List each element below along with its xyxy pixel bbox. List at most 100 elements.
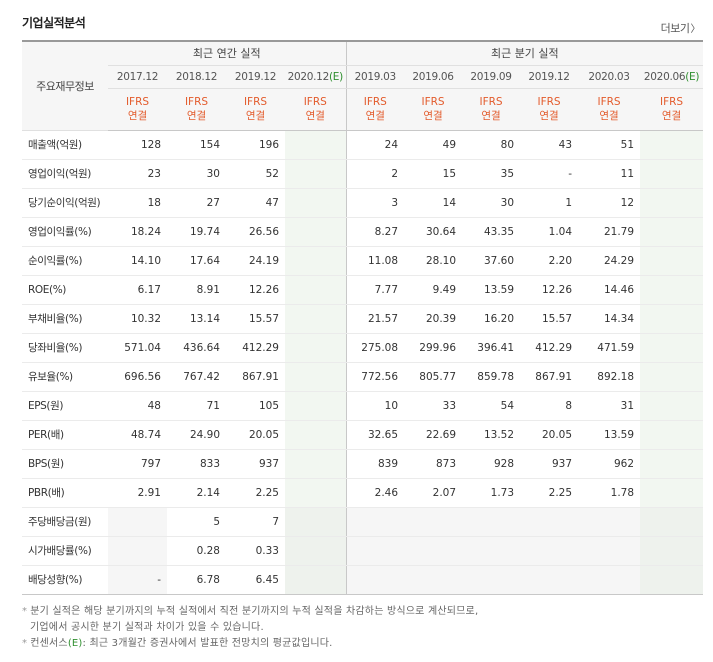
table-cell xyxy=(285,478,347,508)
table-cell xyxy=(578,506,641,537)
table-cell xyxy=(285,246,347,276)
table-cell xyxy=(285,362,347,392)
table-cell: 6.78 xyxy=(167,565,226,595)
table-cell xyxy=(578,536,641,566)
table-cell: 80 xyxy=(462,130,521,160)
row-label: 유보율(%) xyxy=(22,362,108,392)
table-cell: 436.64 xyxy=(167,333,226,363)
table-cell xyxy=(108,506,167,537)
table-cell: 1 xyxy=(520,188,579,218)
table-row: 시가배당률(%) 0.28 0.33 xyxy=(22,536,704,566)
row-label: 영업이익률(%) xyxy=(22,216,108,247)
table-cell xyxy=(640,303,704,334)
ifrs-badge: IFRS 연결 xyxy=(404,88,463,131)
footnote-1-cont: 기업에서 공시한 분기 실적과 차이가 있을 수 있습니다. xyxy=(30,622,264,633)
table-cell xyxy=(285,565,347,595)
ifrs-header-row: IFRS 연결 IFRS 연결 IFRS 연결 IFRS 연결 IFRS 연결 IFRS 연결 IFRS… xyxy=(22,88,704,131)
table-cell: 5 xyxy=(167,506,226,537)
table-cell xyxy=(640,420,704,450)
table-row: ROE(%) 6.17 8.91 12.26 7.77 9.49 13.59 12.26 14.… xyxy=(22,275,704,305)
table-cell xyxy=(285,275,347,305)
table-cell: 15 xyxy=(404,159,463,189)
table-cell: 20.05 xyxy=(520,420,579,450)
table-cell: 772.56 xyxy=(345,362,405,392)
table-cell: 48.74 xyxy=(108,420,167,450)
table-cell: 8.27 xyxy=(345,216,405,247)
table-cell: 3 xyxy=(345,188,405,218)
row-label: 당기순이익(억원) xyxy=(22,188,108,218)
period-header: 2017.12 xyxy=(108,65,167,89)
row-label: 매출액(억원) xyxy=(22,130,108,160)
table-cell: 43 xyxy=(520,130,579,160)
table-cell: 43.35 xyxy=(462,216,521,247)
table-cell: 105 xyxy=(226,390,285,421)
table-cell xyxy=(640,362,704,392)
table-cell: 12.26 xyxy=(226,275,285,305)
table-cell xyxy=(578,565,641,595)
table-cell: 9.49 xyxy=(404,275,463,305)
table-cell: 12.26 xyxy=(520,275,579,305)
period-header: 2019.03 xyxy=(345,65,405,89)
table-cell: 2.25 xyxy=(520,478,579,508)
table-cell: 805.77 xyxy=(404,362,463,392)
table-cell: 7 xyxy=(226,506,285,537)
row-label: 주당배당금(원) xyxy=(22,506,108,537)
row-label: ROE(%) xyxy=(22,275,108,305)
table-cell: 2.20 xyxy=(520,246,579,276)
table-row: BPS(원) 797 833 937 839 873 928 937 962 xyxy=(22,449,704,479)
table-cell: 2.91 xyxy=(108,478,167,508)
table-cell xyxy=(640,130,704,160)
financial-table: 주요재무정보 최근 연간 실적 최근 분기 실적 2017.12 2018.12 2… xyxy=(22,40,704,595)
table-cell xyxy=(285,216,347,247)
table-cell xyxy=(640,333,704,363)
row-label: EPS(원) xyxy=(22,390,108,421)
table-cell xyxy=(345,565,405,595)
row-label: 부채비율(%) xyxy=(22,303,108,334)
table-cell: 2 xyxy=(345,159,405,189)
table-cell: 20.05 xyxy=(226,420,285,450)
table-cell: 13.59 xyxy=(578,420,641,450)
more-link[interactable]: 더보기〉 xyxy=(661,20,701,36)
table-cell: 16.20 xyxy=(462,303,521,334)
table-cell: 2.46 xyxy=(345,478,405,508)
footnote-1: * 분기 실적은 해당 분기까지의 누적 실적에서 직전 분기까지의 누적 실적을… xyxy=(22,606,479,617)
table-cell: 0.28 xyxy=(167,536,226,566)
table-cell: 696.56 xyxy=(108,362,167,392)
period-header: 2019.09 xyxy=(462,65,521,89)
ifrs-badge: IFRS 연결 xyxy=(578,88,641,131)
table-row: 주당배당금(원) 5 7 xyxy=(22,506,704,537)
table-cell: 937 xyxy=(520,449,579,479)
table-cell xyxy=(640,390,704,421)
table-cell: 31 xyxy=(578,390,641,421)
table-cell: 20.39 xyxy=(404,303,463,334)
table-cell: 833 xyxy=(167,449,226,479)
table-cell: 867.91 xyxy=(226,362,285,392)
section-title: 기업실적분석 xyxy=(22,16,86,30)
table-cell xyxy=(520,536,579,566)
ifrs-badge: IFRS 연결 xyxy=(167,88,226,131)
table-cell: 937 xyxy=(226,449,285,479)
table-cell: 859.78 xyxy=(462,362,521,392)
ifrs-badge: IFRS 연결 xyxy=(226,88,285,131)
table-cell xyxy=(520,565,579,595)
table-cell: 7.77 xyxy=(345,275,405,305)
table-cell xyxy=(285,390,347,421)
table-cell: 2.07 xyxy=(404,478,463,508)
table-cell: 30 xyxy=(462,188,521,218)
table-cell: 571.04 xyxy=(108,333,167,363)
table-cell: 412.29 xyxy=(520,333,579,363)
table-cell: 13.52 xyxy=(462,420,521,450)
table-cell: 8.91 xyxy=(167,275,226,305)
row-label: 영업이익(억원) xyxy=(22,159,108,189)
table-cell: 10 xyxy=(345,390,405,421)
table-cell: 0.33 xyxy=(226,536,285,566)
table-row: EPS(원) 48 71 105 10 33 54 8 31 xyxy=(22,390,704,421)
table-cell: 15.57 xyxy=(226,303,285,334)
period-header: 2020.03 xyxy=(578,65,641,89)
table-cell xyxy=(520,506,579,537)
table-cell xyxy=(285,449,347,479)
table-cell: - xyxy=(108,565,167,595)
column-group-annual: 최근 연간 실적 xyxy=(108,40,347,66)
table-cell xyxy=(404,536,463,566)
table-cell: 13.14 xyxy=(167,303,226,334)
